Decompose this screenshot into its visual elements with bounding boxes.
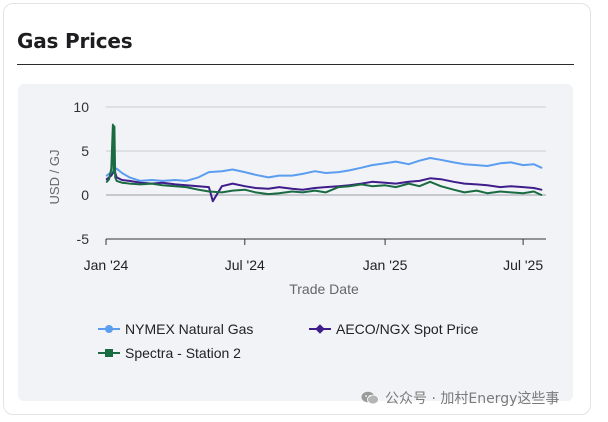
title-divider — [17, 64, 574, 65]
x-tick-label: Jul '24 — [225, 257, 265, 273]
x-tick-label: Jul '25 — [503, 257, 543, 273]
legend-swatch-nymex — [98, 324, 120, 334]
diamond-marker-icon — [315, 324, 325, 334]
x-axis-title: Trade Date — [289, 281, 359, 297]
y-tick-label: 10 — [73, 99, 89, 115]
legend-item-aeco[interactable]: AECO/NGX Spot Price — [309, 321, 478, 337]
card-title: Gas Prices — [17, 29, 133, 53]
y-axis-title: USD / GJ — [47, 150, 62, 205]
y-tick-label: 0 — [81, 187, 89, 203]
legend-item-nymex[interactable]: NYMEX Natural Gas — [98, 321, 253, 337]
legend-swatch-spectra — [98, 348, 120, 358]
legend-label-spectra: Spectra - Station 2 — [125, 345, 241, 361]
square-marker-icon — [105, 349, 113, 357]
watermark-text: 公众号 · 加村Energy这些事 — [385, 391, 560, 407]
chart-panel — [18, 84, 573, 401]
x-tick-label: Jan '24 — [84, 257, 129, 273]
wechat-icon — [361, 391, 379, 405]
legend-item-spectra[interactable]: Spectra - Station 2 — [98, 345, 241, 361]
y-tick-label: 5 — [81, 143, 89, 159]
series-line-2 — [105, 123, 543, 196]
legend-label-aeco: AECO/NGX Spot Price — [336, 321, 479, 337]
y-tick-label: -5 — [77, 231, 90, 247]
watermark: 公众号 · 加村Energy这些事 — [361, 388, 559, 408]
legend-swatch-aeco — [309, 324, 331, 334]
x-tick-label: Jan '25 — [363, 257, 408, 273]
circle-marker-icon — [105, 325, 113, 333]
series-line-0 — [105, 157, 543, 182]
legend-label-nymex: NYMEX Natural Gas — [125, 321, 254, 337]
